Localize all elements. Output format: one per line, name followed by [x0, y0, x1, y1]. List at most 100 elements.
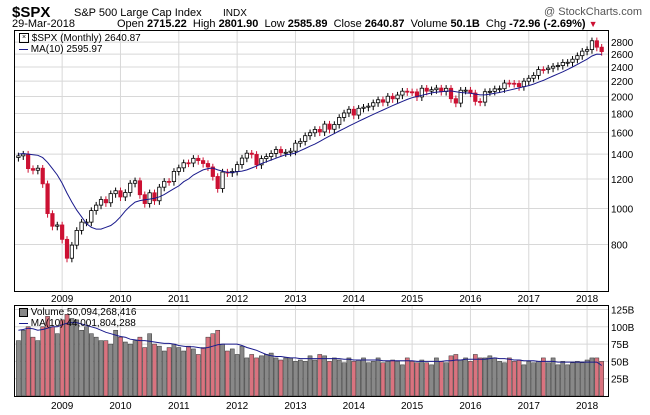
price-candle: [186, 162, 191, 165]
price-candle: [371, 102, 376, 107]
volume-bar: [263, 354, 269, 396]
volume-bar: [400, 364, 405, 396]
volume-bar: [463, 357, 468, 396]
volume-bar: [239, 345, 245, 396]
volume-bar: [482, 357, 488, 396]
volume-bar: [215, 329, 221, 396]
price-y-tick-label: 2400: [611, 63, 634, 74]
volume-bar: [361, 357, 366, 396]
volume-bar: [555, 364, 561, 396]
volume-bar: [244, 357, 250, 396]
volume-bar: [448, 355, 454, 396]
volume-bar: [195, 354, 201, 396]
volume-chart[interactable]: [15, 306, 608, 396]
price-candle: [405, 90, 410, 93]
volume-bar: [132, 340, 138, 396]
volume-bar: [35, 340, 41, 396]
price-candle: [303, 135, 308, 142]
price-candle: [157, 186, 162, 202]
volume-bar: [137, 336, 143, 396]
volume-bar: [438, 361, 444, 396]
price-candle: [147, 192, 152, 204]
price-candle: [94, 204, 99, 211]
watermark[interactable]: @ StockCharts.com: [544, 6, 642, 18]
price-x-tick-label: 2013: [284, 294, 307, 305]
high-value: 2801.90: [218, 18, 259, 30]
volume-bar: [127, 343, 133, 396]
price-candle: [429, 89, 434, 92]
price-candle: [113, 190, 118, 195]
volume-x-tick-label: 2018: [576, 401, 599, 412]
volume-bar: [69, 318, 75, 396]
price-candle: [385, 95, 390, 103]
volume-bar: [541, 357, 546, 396]
volume-bar: [511, 361, 517, 396]
volume-x-tick-label: 2015: [401, 401, 424, 412]
volume-bar: [419, 359, 425, 396]
volume-bar: [186, 345, 191, 396]
volume-bar: [176, 347, 182, 396]
price-candle: [497, 88, 502, 91]
volume-x-tick-label: 2016: [459, 401, 482, 412]
volume-bar: [356, 359, 361, 396]
price-y-tick-label: 2600: [611, 50, 634, 61]
volume-bar: [375, 357, 381, 396]
volume-bar: [390, 359, 395, 396]
volume-panel[interactable]: Volume 50,094,268,416 MA(10) 44,001,804,…: [14, 305, 609, 397]
volume-bar: [366, 362, 371, 396]
high-label: High: [192, 18, 216, 30]
volume-bar: [288, 357, 293, 396]
price-candle: [196, 157, 201, 161]
price-candle: [45, 183, 50, 214]
volume-bar: [312, 359, 318, 396]
price-candle: [555, 65, 561, 67]
price-candle: [181, 162, 186, 169]
price-panel[interactable]: × $SPX (Monthly) 2640.87 MA(10) 2595.97: [14, 30, 609, 292]
ma10-line: [18, 53, 602, 230]
price-candle: [487, 90, 492, 93]
price-candle: [60, 224, 65, 240]
volume-x-tick-label: 2012: [226, 401, 249, 412]
price-y-tick-label: 1000: [611, 204, 634, 215]
price-candle: [526, 77, 531, 82]
price-legend: × $SPX (Monthly) 2640.87: [19, 33, 141, 44]
quote-line: Open 2715.22 High 2801.90 Low 2585.89 Cl…: [117, 18, 598, 30]
volume-bar: [268, 352, 274, 396]
price-candle: [492, 88, 497, 92]
price-candle: [35, 167, 40, 171]
volume-bar: [477, 357, 483, 396]
ma-legend-swatch-icon: [19, 48, 28, 50]
price-candle: [482, 91, 488, 103]
volume-bar: [526, 361, 532, 396]
volume-bar: [118, 336, 123, 396]
price-candle: [424, 87, 429, 92]
volume-bar: [293, 361, 298, 396]
volume-bar: [545, 362, 551, 396]
price-candle: [176, 167, 181, 172]
chg-label: Chg: [485, 18, 507, 30]
volume-bar: [152, 343, 157, 396]
price-candle: [395, 94, 400, 100]
price-candle: [419, 87, 424, 98]
chg-value: -72.96 (-2.69%): [509, 18, 586, 30]
volume-bar: [108, 343, 114, 396]
price-candle: [380, 99, 386, 103]
volume-bar: [54, 333, 60, 396]
volume-bar: [278, 359, 284, 396]
volume-bar: [166, 347, 172, 396]
volume-bar: [161, 350, 167, 396]
volume-bar: [395, 361, 400, 396]
price-candle: [337, 117, 342, 125]
volume-bar: [171, 343, 177, 396]
price-chart[interactable]: [15, 31, 608, 291]
volume-bar: [298, 359, 303, 396]
volume-bar: [550, 357, 556, 396]
price-candle: [74, 230, 79, 246]
price-candle: [259, 158, 264, 166]
price-candle: [346, 108, 352, 114]
price-candle: [512, 82, 517, 85]
price-candle: [458, 89, 463, 104]
price-candle: [351, 108, 356, 116]
volume-bar: [45, 316, 50, 396]
low-value: 2585.89: [287, 18, 328, 30]
